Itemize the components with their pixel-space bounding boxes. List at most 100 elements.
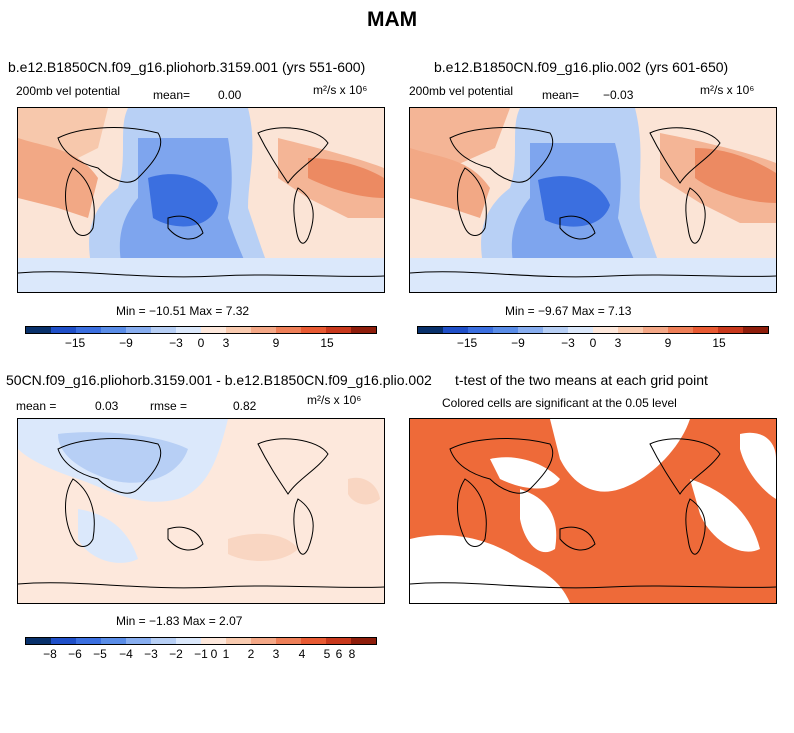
panel3-cbar-swatch	[226, 638, 251, 644]
panel1-cbar-swatch	[51, 327, 76, 333]
panel2-min-max: Min = −9.67 Max = 7.13	[505, 304, 632, 318]
panel3-rmse-value: 0.82	[233, 399, 257, 413]
panel3-cool-indian	[78, 509, 138, 563]
panel2-cbar-swatch	[718, 327, 743, 333]
panel1-cbar-swatch	[101, 327, 126, 333]
panel1-cbar-swatch	[76, 327, 101, 333]
panel1-tick: 0	[197, 336, 205, 350]
panel3-mean-label: mean =	[16, 399, 57, 413]
panel1-min-max: Min = −10.51 Max = 7.32	[116, 304, 250, 318]
panel1-cbar-swatch	[226, 327, 251, 333]
panel3-cbar-swatch	[201, 638, 226, 644]
panel1-warm-core	[308, 158, 384, 198]
panel2-warm-africa	[410, 148, 490, 218]
panel2-cool-pacific-core	[538, 176, 610, 227]
panel4-nonsig-north-atlantic	[740, 432, 776, 499]
panel1-mean-label: mean=	[153, 88, 191, 102]
panel4-map-svg	[410, 419, 776, 603]
panel4-nonsig-north-pacific	[550, 419, 690, 492]
panel2-cbar-swatch	[743, 327, 768, 333]
panel1-map-svg	[18, 108, 384, 292]
panel4-title: t-test of the two means at each grid poi…	[455, 372, 708, 388]
panel3-tick: −4	[119, 647, 133, 661]
panel2-units: m²/s x 10⁶	[700, 83, 755, 97]
panel3-title: 50CN.f09_g16.pliohorb.3159.001 - b.e12.B…	[6, 372, 432, 388]
panel1-cbar-swatch	[201, 327, 226, 333]
panel2-title: b.e12.B1850CN.f09_g16.plio.002 (yrs 601-…	[434, 59, 729, 75]
panel1-cool-pacific-core	[148, 174, 218, 227]
panel1-warm-africa	[18, 138, 98, 218]
panel3-min-max: Min = −1.83 Max = 2.07	[116, 614, 243, 628]
panel3-cbar-swatch	[126, 638, 151, 644]
panel1-cbar-swatch	[26, 327, 51, 333]
panel1-tick: −15	[64, 336, 86, 350]
panel3-tick: 2	[247, 647, 255, 661]
panel2-cbar-swatch	[668, 327, 693, 333]
panel3-tick: 6	[335, 647, 343, 661]
panel3-cbar-swatch	[351, 638, 376, 644]
panel3-tick: −5	[93, 647, 107, 661]
panel3-cbar-swatch	[301, 638, 326, 644]
panel2-colorbar	[417, 326, 769, 334]
panel1-mean-value: 0.00	[218, 88, 242, 102]
panel3-tick: 4	[298, 647, 306, 661]
panel1-cbar-swatch	[326, 327, 351, 333]
panel3-mean-value: 0.03	[95, 399, 119, 413]
panel1-units: m²/s x 10⁶	[313, 83, 368, 97]
panel4-nonsig-atlantic	[690, 479, 760, 552]
panel1-southern-band	[18, 258, 384, 292]
panel2-tick: −15	[456, 336, 478, 350]
panel1-tick: −9	[119, 336, 133, 350]
panel3-cbar-swatch	[101, 638, 126, 644]
panel3-tick: −8	[43, 647, 57, 661]
panel1-cbar-swatch	[276, 327, 301, 333]
panel2-variable-label: 200mb vel potential	[409, 84, 514, 98]
panel2-warm-core	[695, 148, 776, 203]
panel3-tick: −2	[169, 647, 183, 661]
panel2-cbar-swatch	[468, 327, 493, 333]
panel1-tick: 9	[272, 336, 280, 350]
panel2-coastlines	[410, 127, 776, 278]
panel2-cbar-swatch	[443, 327, 468, 333]
panel2-tick: 0	[589, 336, 597, 350]
panel3-tick: −1	[194, 647, 208, 661]
panel1-coastlines	[18, 127, 384, 278]
panel2-cbar-swatch	[543, 327, 568, 333]
panel4-coastlines	[410, 438, 776, 589]
panel3-cbar-swatch	[276, 638, 301, 644]
panel1-cbar-swatch	[176, 327, 201, 333]
panel2-cbar-swatch	[618, 327, 643, 333]
panel2-mean-label: mean=	[542, 88, 580, 102]
panel3-tick: −6	[68, 647, 82, 661]
panel4-nonsig-asia	[490, 457, 560, 489]
panel3-map-svg	[18, 419, 384, 603]
panel1-tick: 3	[222, 336, 230, 350]
panel4-nonsig-maritime	[520, 489, 557, 553]
panel3-colorbar	[25, 637, 377, 645]
panel3-cbar-swatch	[326, 638, 351, 644]
panel2-cbar-swatch	[418, 327, 443, 333]
panel3-cbar-swatch	[251, 638, 276, 644]
panel3-tick: 8	[348, 647, 356, 661]
panel2-cbar-swatch	[493, 327, 518, 333]
panel1-tick: 15	[320, 336, 334, 350]
panel3-cbar-swatch	[26, 638, 51, 644]
panel2-southern-band	[410, 258, 776, 292]
panel2-tick: 3	[614, 336, 622, 350]
panel3-coastlines	[18, 438, 384, 589]
panel2-map-svg	[410, 108, 776, 292]
panel3-units: m²/s x 10⁶	[307, 393, 362, 407]
panel3-cbar-swatch	[151, 638, 176, 644]
panel4-subtitle: Colored cells are significant at the 0.0…	[442, 396, 677, 410]
panel3-rmse-label: rmse =	[150, 399, 188, 413]
panel1-cbar-swatch	[351, 327, 376, 333]
panel3-warm-atlantic	[348, 477, 380, 505]
panel3-cool-asia	[58, 432, 188, 483]
panel3-tick: 1	[222, 647, 230, 661]
panel3-warm-pacific	[228, 533, 298, 561]
panel2-cbar-swatch	[643, 327, 668, 333]
panel3-tick: 3	[272, 647, 280, 661]
panel3-tick: 0	[210, 647, 218, 661]
figure-title: MAM	[367, 8, 418, 31]
panel1-cbar-swatch	[126, 327, 151, 333]
